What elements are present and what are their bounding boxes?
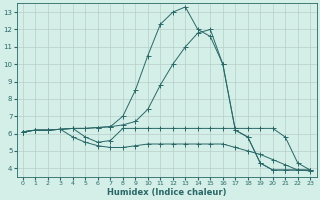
X-axis label: Humidex (Indice chaleur): Humidex (Indice chaleur) xyxy=(107,188,226,197)
